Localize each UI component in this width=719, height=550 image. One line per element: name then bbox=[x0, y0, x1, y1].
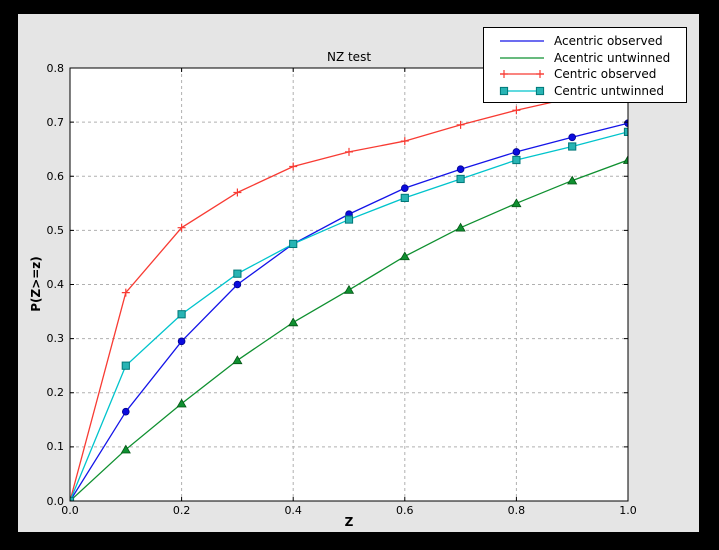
legend-label: Acentric untwinned bbox=[554, 50, 671, 65]
y-tick-label: 0.0 bbox=[46, 494, 65, 508]
legend-item: Acentric observed bbox=[484, 33, 686, 50]
plot-canvas bbox=[69, 67, 629, 502]
chart-title: NZ test bbox=[326, 50, 372, 64]
x-tick-label: 0.2 bbox=[172, 504, 191, 517]
legend-swatch-circle bbox=[500, 40, 544, 42]
legend-item: Acentric untwinned bbox=[484, 50, 686, 67]
legend-label: Centric observed bbox=[554, 67, 657, 82]
x-tick-label: 0.8 bbox=[507, 504, 526, 517]
legend: Acentric observed Acentric untwinned Centr… bbox=[483, 27, 687, 103]
x-axis-label: Z bbox=[344, 515, 354, 529]
x-tick-label: 0.0 bbox=[61, 504, 79, 517]
y-tick-label: 0.1 bbox=[46, 440, 65, 454]
legend-label: Centric untwinned bbox=[554, 83, 665, 98]
x-tick-label: 0.6 bbox=[396, 504, 414, 517]
axes-frame bbox=[69, 67, 629, 502]
figure: NZ test Z P(Z>=z) 0.0 0.2 0.4 0.6 0.8 1.0 0.0 0… bbox=[18, 14, 699, 532]
series-acentric-observed bbox=[70, 119, 628, 501]
series-acentric-untwinned bbox=[70, 155, 628, 501]
y-tick-label: 0.8 bbox=[46, 61, 65, 75]
series-group bbox=[70, 84, 628, 501]
y-tick-label: 0.3 bbox=[46, 332, 65, 346]
legend-item: Centric untwinned bbox=[484, 83, 686, 100]
x-tick-label: 1.0 bbox=[619, 504, 637, 517]
x-tick-label: 0.4 bbox=[284, 504, 302, 517]
y-tick-label: 0.4 bbox=[46, 278, 65, 291]
legend-swatch-square bbox=[499, 86, 545, 95]
legend-item: Centric observed bbox=[484, 66, 686, 83]
y-tick-label: 0.2 bbox=[46, 386, 65, 400]
legend-swatch-plus bbox=[500, 70, 544, 79]
y-tick-label: 0.5 bbox=[46, 223, 65, 237]
y-tick-label: 0.6 bbox=[46, 169, 65, 183]
y-tick-label: 0.7 bbox=[46, 115, 65, 129]
legend-swatch-triangle bbox=[500, 57, 544, 59]
series-centric-untwinned bbox=[70, 127, 628, 501]
legend-label: Acentric observed bbox=[554, 34, 663, 49]
